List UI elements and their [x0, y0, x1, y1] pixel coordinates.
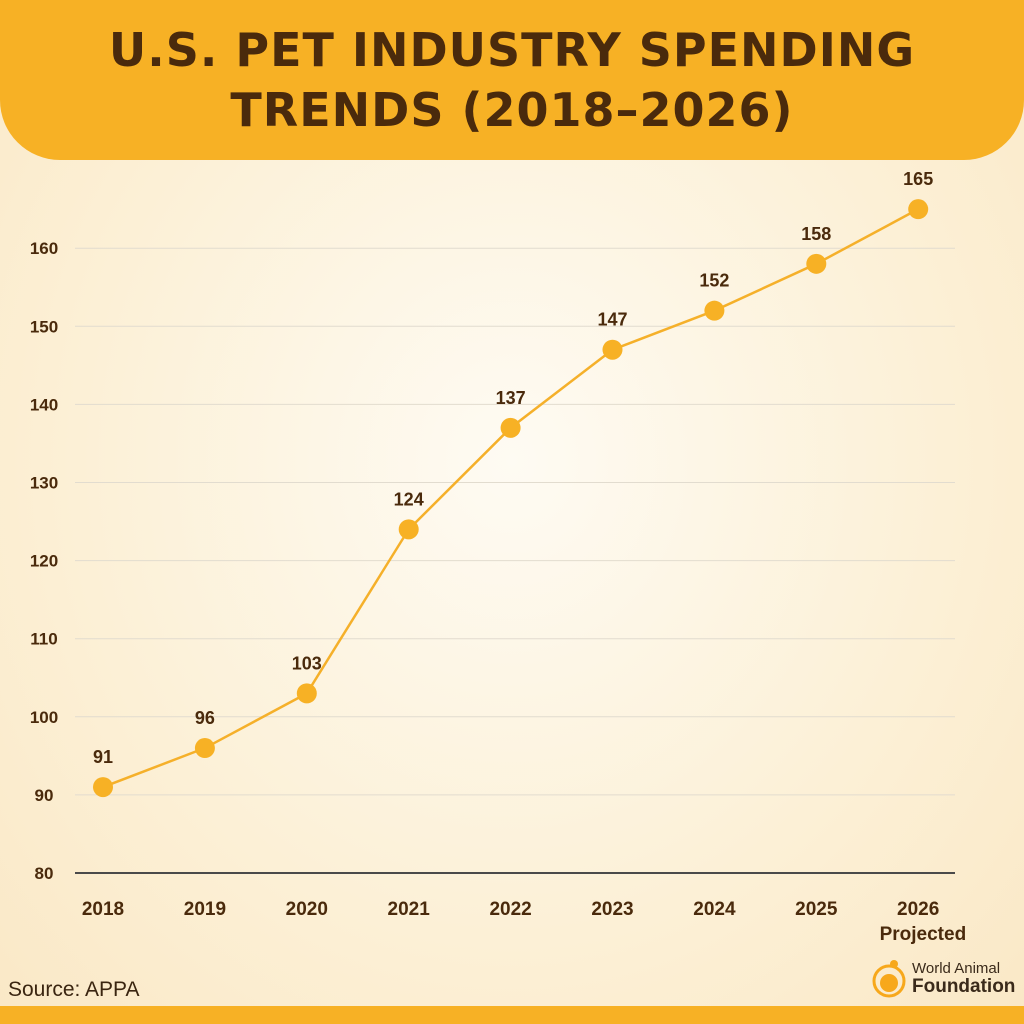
data-point: [908, 199, 929, 220]
data-label: 103: [292, 653, 322, 673]
data-point: [806, 253, 827, 274]
data-label: 165: [903, 169, 933, 189]
data-point: [93, 777, 113, 798]
data-point: [602, 339, 623, 360]
source-note: Source: APPA: [8, 978, 140, 1001]
paw-logo-icon: [872, 960, 906, 998]
x-tick-sublabel: Projected: [880, 924, 967, 945]
y-tick-label: 110: [30, 630, 57, 649]
data-label: 152: [699, 271, 729, 291]
y-tick-label: 100: [30, 708, 58, 727]
data-label: 147: [597, 310, 627, 330]
data-label: 158: [801, 224, 831, 244]
data-label: 124: [394, 489, 424, 509]
x-tick-label: 2020: [286, 899, 328, 920]
data-label: 96: [195, 708, 215, 728]
data-point: [704, 300, 725, 321]
x-tick-label: 2026: [897, 899, 939, 920]
logo: World Animal Foundation: [872, 958, 1015, 998]
y-tick-label: 140: [30, 395, 58, 414]
y-tick-label: 90: [35, 786, 54, 805]
x-tick-label: 2021: [388, 899, 431, 920]
y-tick-label: 130: [30, 474, 58, 493]
x-tick-label: 2018: [82, 899, 124, 920]
data-point: [398, 519, 419, 540]
y-tick-label: 80: [35, 864, 54, 883]
data-point: [500, 417, 521, 438]
y-tick-label: 120: [30, 552, 58, 571]
title-banner: U.S. PET INDUSTRY SPENDING TRENDS (2018–…: [0, 0, 1024, 160]
series-line: [102, 208, 919, 789]
x-tick-label: 2022: [489, 899, 531, 920]
y-tick-label: 150: [30, 317, 58, 336]
data-label: 137: [496, 388, 526, 408]
x-tick-label: 2025: [795, 899, 838, 920]
x-tick-label: 2023: [591, 899, 633, 920]
logo-line1: World Animal: [912, 960, 1001, 977]
y-tick-label: 160: [30, 239, 58, 258]
data-label: 91: [93, 747, 113, 767]
data-point: [296, 683, 317, 704]
x-tick-label: 2019: [184, 899, 226, 920]
footer-bar: [0, 1006, 1024, 1024]
data-point: [194, 738, 215, 759]
chart-title: U.S. PET INDUSTRY SPENDING TRENDS (2018–…: [108, 23, 916, 137]
x-tick-label: 2024: [693, 899, 736, 920]
logo-line2: Foundation: [912, 976, 1016, 997]
